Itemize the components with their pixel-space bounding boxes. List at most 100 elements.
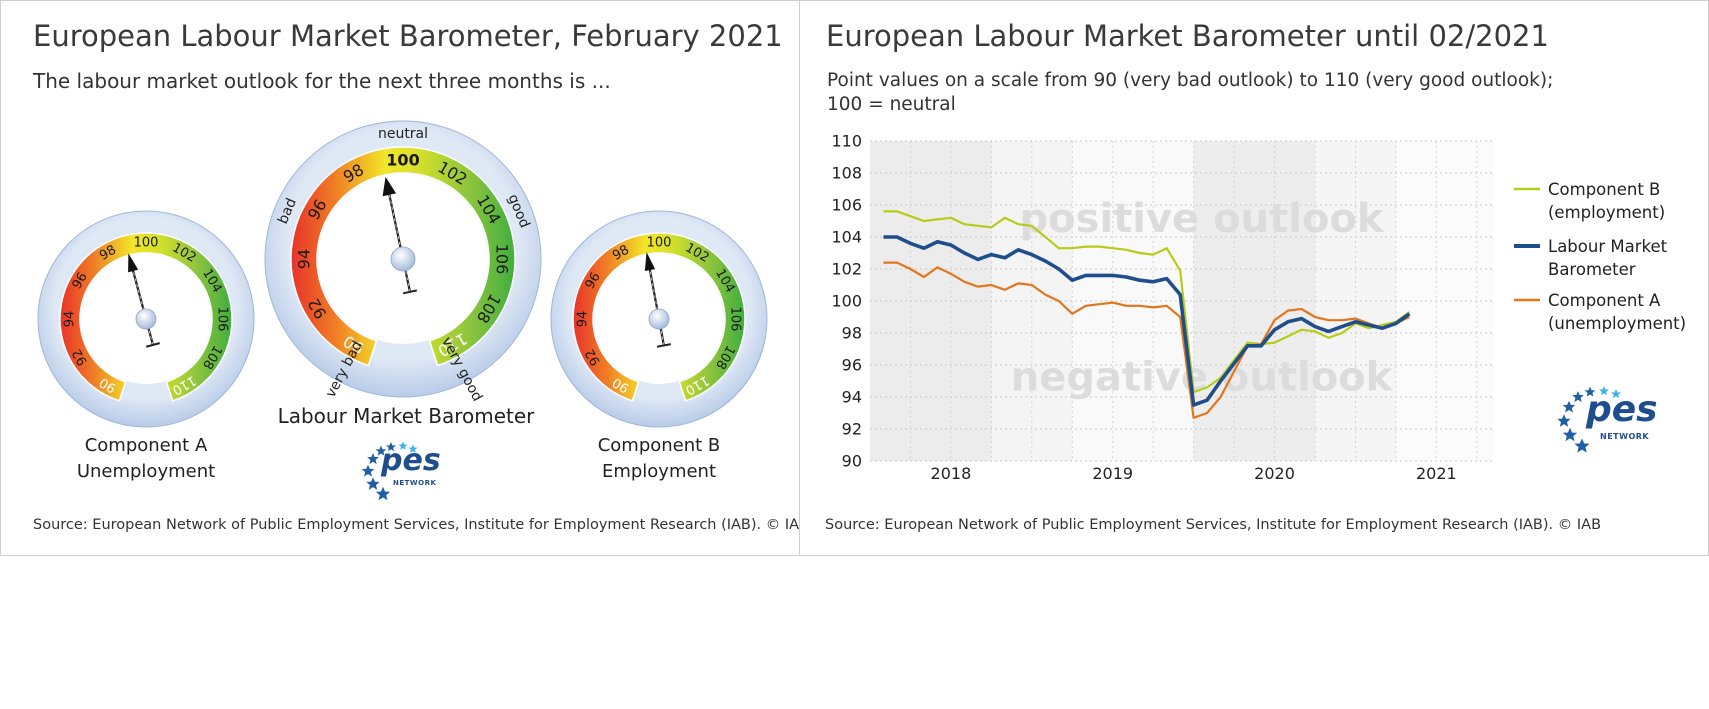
pes-logo-right-text: pes <box>1586 389 1658 430</box>
y-tick-label: 106 <box>831 196 862 215</box>
plot-shade-band <box>1072 141 1194 461</box>
y-tick-label: 110 <box>831 132 862 151</box>
gauge-component-b-tick-label: 102 <box>682 240 711 265</box>
line-chart: positive outlook negative outlook 90 92 94 96… <box>831 132 1686 484</box>
gauge-barometer-tick-label: 94 <box>295 249 314 269</box>
y-tick-label: 102 <box>831 260 862 279</box>
gauge-component-b-tick-label: 94 <box>576 311 591 328</box>
legend-label-line2: Barometer <box>1548 260 1636 279</box>
annotation-positive-outlook: positive outlook <box>1020 196 1385 242</box>
gauge-component-a-hub <box>135 308 157 330</box>
gauge-barometer-tick-label: 100 <box>386 151 419 170</box>
plot-shade-band <box>1193 141 1315 461</box>
gauge-component-a-label-line1: Component A <box>84 435 208 456</box>
gauge-component-b-tick-label: 104 <box>712 266 737 295</box>
gauges-panel: European Labour Market Barometer, Februa… <box>0 0 809 556</box>
pes-logo-left-subtext: NETWORK <box>393 479 437 487</box>
gauge-component-b-tick-label: 106 <box>728 307 743 332</box>
legend-label-line2: (unemployment) <box>1548 314 1686 333</box>
gauge-component-a-tick-label: 94 <box>63 311 78 328</box>
gauge-component-b-tick-label: 96 <box>583 270 604 292</box>
gauge-barometer-label: Labour Market Barometer <box>277 404 535 428</box>
y-tick-label: 96 <box>842 356 862 375</box>
gauge-component-a-tick-label: 96 <box>70 270 91 292</box>
gauge-barometer-needle <box>382 176 418 295</box>
legend-label-line1: Component B <box>1548 180 1660 199</box>
gauge-word-neutral: neutral <box>378 126 428 142</box>
gauge-barometer-tick-label: 90 <box>340 331 367 358</box>
chart-subtitle-line2: 100 = neutral <box>827 94 956 115</box>
gauge-component-b-tick-label: 98 <box>610 243 632 264</box>
series-line-0 <box>883 210 1411 394</box>
gauge-barometer-tick-label: 108 <box>473 291 505 327</box>
gauge-component-a-label: Component A Unemployment <box>46 433 246 485</box>
gauge-barometer-scale-arc <box>290 146 516 367</box>
y-tick-label: 98 <box>842 324 862 343</box>
gauge-component-a-label-line2: Unemployment <box>76 461 216 482</box>
y-tick-label: 90 <box>842 452 862 471</box>
gauge-component-a-ring <box>37 210 255 428</box>
gauge-component-b-tick-label: 92 <box>583 346 604 368</box>
pes-logo-right-subtext: NETWORK <box>1600 432 1650 441</box>
y-tick-label: 104 <box>831 228 862 247</box>
gauge-word-bad: bad <box>275 196 300 226</box>
gauge-barometer-tick-label: 96 <box>304 196 331 223</box>
chart-title: European Labour Market Barometer until 0… <box>826 19 1549 53</box>
legend-item-0: Component B (employment) <box>1514 180 1665 222</box>
legend-item-1: Labour Market Barometer <box>1514 237 1668 279</box>
gauge-component-b-label-line1: Component B <box>597 435 721 456</box>
gauge-word-good: good <box>504 192 532 230</box>
gauge-component-a-tick-label: 110 <box>169 372 198 397</box>
x-tick-label: 2020 <box>1254 464 1295 483</box>
gauge-barometer-tick-label: 104 <box>473 192 505 228</box>
gauge-component-b-hub <box>648 308 670 330</box>
gauges-panel-source: Source: European Network of Public Emplo… <box>33 517 810 533</box>
gauge-component-b-tick-label: 90 <box>610 374 632 395</box>
x-tick-label: 2018 <box>931 464 972 483</box>
gauge-component-a-needle <box>128 253 160 348</box>
gauge-component-b-scale-arc <box>572 232 746 402</box>
gauge-component-a-tick-label: 108 <box>199 342 224 371</box>
y-tick-label: 100 <box>831 292 862 311</box>
gauge-component-b-label-line2: Employment <box>601 461 717 482</box>
gauge-word-very-bad: very bad <box>323 338 366 400</box>
legend-label-line1: Component A <box>1548 291 1661 310</box>
chart-source: Source: European Network of Public Emplo… <box>825 517 1602 533</box>
gauge-component-b-tick-label: 100 <box>647 236 672 251</box>
gauge-component-a-tick-label: 98 <box>97 243 119 264</box>
gauge-component-b-label: Component B Employment <box>559 433 759 485</box>
gauge-barometer-tick-label: 92 <box>304 295 331 322</box>
y-tick-label: 92 <box>842 420 862 439</box>
gauge-component-b-needle <box>644 252 671 348</box>
annotation-negative-outlook: negative outlook <box>1011 355 1394 401</box>
legend-label-line1: Labour Market <box>1548 237 1668 256</box>
y-tick-label: 108 <box>831 164 862 183</box>
gauge-component-b-tick-label: 108 <box>712 342 737 371</box>
gauge-component-a-scale-arc <box>59 232 233 402</box>
gauge-component-a-tick-label: 104 <box>199 266 224 295</box>
gauges-panel-title: European Labour Market Barometer, Februa… <box>33 19 783 53</box>
gauge-barometer-hub <box>390 246 416 272</box>
gauge-component-a-tick-label: 106 <box>215 307 230 332</box>
pes-logo-right: pes NETWORK <box>1550 385 1660 453</box>
gauge-component-b-ring <box>550 210 768 428</box>
gauge-barometer-tick-label: 110 <box>435 329 471 361</box>
pes-stars-icon <box>1557 386 1621 453</box>
pes-logo-left: pes NETWORK <box>351 441 451 501</box>
gauge-component-a-tick-label: 92 <box>70 346 91 368</box>
gauge-barometer-tick-label: 106 <box>493 244 512 275</box>
gauge-component-b-face <box>594 254 724 384</box>
series-line-2 <box>883 261 1410 419</box>
gauge-barometer-tick-label: 102 <box>435 157 471 189</box>
gauge-component-a-tick-label: 102 <box>169 240 198 265</box>
gauge-component-a-face <box>81 254 211 384</box>
gauge-word-very-good: very good <box>438 335 485 405</box>
gauge-barometer-face <box>318 174 488 344</box>
gauges-panel-subtitle: The labour market outlook for the next t… <box>33 69 611 93</box>
gauge-component-a-tick-label: 90 <box>97 374 119 395</box>
gauge-barometer-ring <box>264 120 542 398</box>
x-tick-label: 2019 <box>1092 464 1133 483</box>
